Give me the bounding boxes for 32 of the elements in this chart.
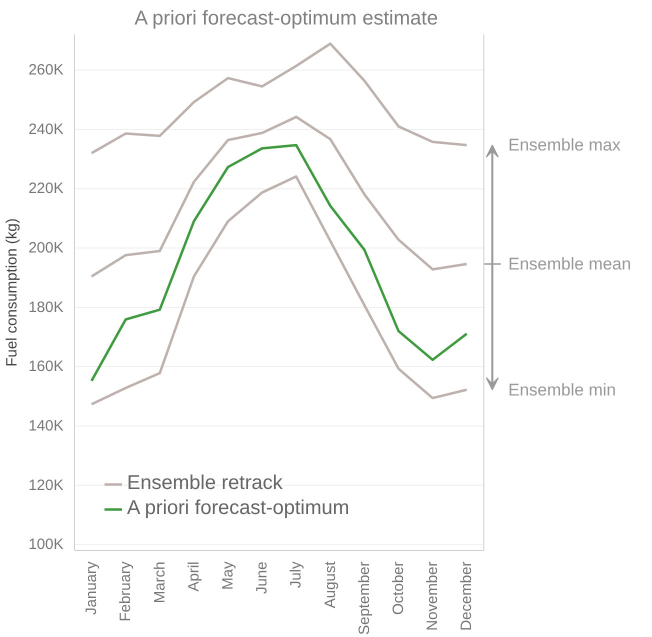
x-tick-label: September [356,561,373,635]
y-tick-label: 140K [28,417,64,434]
line-series [90,116,468,278]
text: Ensemble min [508,380,616,400]
y-tick-label: 240K [28,120,64,138]
x-tick-label: October [390,561,408,615]
x-tick-label: November [424,561,442,631]
y-tick-label: 220K [28,180,64,198]
y-tick-label: 160K [28,358,64,376]
legend-label: A priori forecast-optimum [127,497,350,520]
legend-label: Ensemble retrack [127,472,283,495]
y-tick-label: 180K [28,298,64,316]
y-tick-label: 200K [28,240,64,257]
y-tick-label: 260K [28,62,64,79]
x-tick-label: August [322,560,339,608]
line-series [90,175,468,406]
x-tick-label: July [288,561,305,588]
text: Ensemble max [508,136,622,155]
x-tick-label: January [83,561,100,615]
x-tick-label: May [219,561,236,590]
x-tick-label: March [151,561,168,604]
y-axis-title: Fuel consumption (kg) [3,218,20,367]
x-tick-label: April [185,561,202,592]
chart-title: A priori forecast-optimum estimate [134,8,438,30]
x-tick-label: June [254,561,271,594]
line-series [90,144,468,382]
y-tick-label: 100K [28,536,64,554]
line-series [90,42,468,154]
text: Ensemble mean [508,254,632,274]
y-tick-label: 120K [28,476,64,494]
x-tick-label: December [458,561,476,631]
x-tick-label: February [117,561,134,622]
